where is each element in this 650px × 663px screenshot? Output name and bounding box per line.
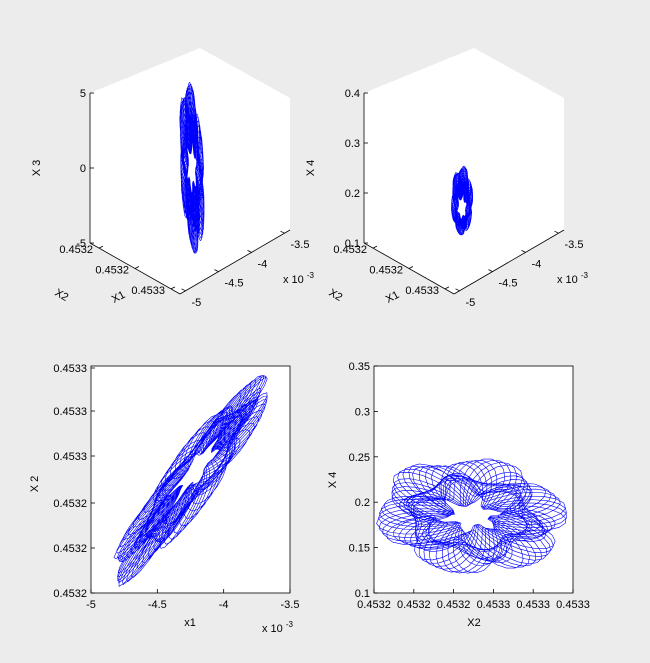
z-tick-label: 0 bbox=[80, 163, 86, 175]
y-tick bbox=[372, 245, 378, 249]
y-tick-label: 0.4532 bbox=[53, 543, 87, 555]
x-tick bbox=[455, 288, 460, 292]
y-tick-label: 0.1 bbox=[355, 588, 370, 600]
y-tick bbox=[408, 266, 414, 269]
y-tick bbox=[170, 286, 176, 290]
y-tick-label: 0.3 bbox=[355, 406, 370, 418]
x-tick bbox=[247, 250, 252, 253]
y-tick-label: 0.4532 bbox=[333, 244, 367, 256]
x-tick-label: -4.5 bbox=[499, 278, 518, 290]
z-tick-label: 0.2 bbox=[345, 188, 360, 200]
x-tick-label: -5 bbox=[466, 297, 476, 309]
x-exponent-label: x 10 -3 bbox=[262, 620, 294, 635]
attractor-trajectory bbox=[179, 81, 205, 255]
x-tick-label: -3.5 bbox=[281, 599, 300, 611]
y-tick-label: 0.4533 bbox=[53, 363, 87, 375]
x-tick bbox=[554, 230, 559, 234]
y-tick-label: 0.25 bbox=[349, 452, 370, 464]
x-exponent-label: x 10 -3 bbox=[283, 271, 315, 286]
x-tick-label: 0.4532 bbox=[357, 599, 391, 611]
y-tick-label: 0.4533 bbox=[405, 285, 439, 297]
z-tick-label: 0.1 bbox=[345, 238, 360, 250]
x-tick-label: -4 bbox=[219, 599, 229, 611]
x-axis-label: X1 bbox=[110, 289, 128, 306]
x-tick-label: -4 bbox=[258, 258, 268, 270]
y-axis-label: X2 bbox=[53, 287, 71, 304]
x-axis-label: x1 bbox=[184, 617, 196, 629]
z-tick-label: 0.4 bbox=[345, 88, 360, 100]
y-tick-label: 0.4532 bbox=[53, 588, 87, 600]
attractor-trajectory bbox=[376, 458, 567, 574]
attractor-trajectory bbox=[451, 165, 474, 236]
x-tick bbox=[521, 250, 526, 253]
axes-box bbox=[90, 48, 290, 294]
y-tick bbox=[98, 245, 104, 249]
x-tick-label: -4 bbox=[532, 258, 542, 270]
x-tick-label: 0.4533 bbox=[556, 599, 590, 611]
x-tick-label: 0.4532 bbox=[437, 599, 471, 611]
z-tick-label: 5 bbox=[80, 88, 86, 100]
x-tick-label: -3.5 bbox=[565, 239, 584, 251]
y-tick-label: 0.4533 bbox=[53, 451, 87, 463]
y-tick bbox=[134, 266, 140, 269]
x-axis-label: X1 bbox=[384, 289, 402, 306]
y-tick-label: 0.2 bbox=[355, 497, 370, 509]
y-tick-label: 0.4532 bbox=[53, 498, 87, 510]
x-tick bbox=[280, 230, 285, 234]
x-axis-line bbox=[453, 229, 565, 295]
y-tick-label: 0.4533 bbox=[131, 285, 165, 297]
x-tick bbox=[214, 269, 219, 272]
z-tick-label: 0.3 bbox=[345, 138, 360, 150]
plot-x2-x4-2d: 0.4532 0.4532 0.4532 0.4533 0.4533 0.4533 0.1 0… bbox=[327, 361, 590, 629]
x-tick bbox=[181, 288, 186, 292]
x-axis-label: X2 bbox=[467, 617, 480, 629]
x-exponent-label: x 10 -3 bbox=[557, 271, 589, 286]
attractor-trajectory bbox=[113, 375, 268, 588]
y-tick-label: 0.4532 bbox=[95, 265, 129, 277]
z-axis-label: X 3 bbox=[31, 160, 43, 177]
y-tick-label: 0.4533 bbox=[53, 406, 87, 418]
z-tick-label: -5 bbox=[76, 238, 86, 250]
axes-box bbox=[90, 365, 291, 594]
x-tick-label: -5 bbox=[86, 599, 96, 611]
y-axis-label: X 4 bbox=[327, 472, 339, 489]
y-tick-label: 0.4532 bbox=[369, 265, 403, 277]
z-axis-label: X 4 bbox=[305, 160, 317, 177]
x-tick bbox=[488, 269, 493, 272]
y-tick-label: 0.15 bbox=[349, 543, 370, 555]
x-tick-label: -4.5 bbox=[225, 278, 244, 290]
x-axis-line bbox=[179, 229, 291, 295]
y-axis-label: X 2 bbox=[29, 476, 41, 493]
plot-x1-x2-2d: -5 -4.5 -4 -3.5 0.4532 0.4532 0.4532 0.4533 0.45… bbox=[29, 363, 299, 635]
x-tick-label: -3.5 bbox=[291, 239, 310, 251]
y-tick bbox=[444, 286, 450, 290]
x-tick-label: -5 bbox=[192, 297, 202, 309]
y-tick-label: 0.4532 bbox=[59, 244, 93, 256]
x-tick-label: 0.4533 bbox=[516, 599, 550, 611]
x-tick-label: 0.4533 bbox=[477, 599, 511, 611]
y-axis-label: X2 bbox=[327, 287, 345, 304]
x-tick-label: -4.5 bbox=[148, 599, 167, 611]
y-tick-label: 0.35 bbox=[349, 361, 370, 373]
x-tick-label: 0.4532 bbox=[397, 599, 431, 611]
